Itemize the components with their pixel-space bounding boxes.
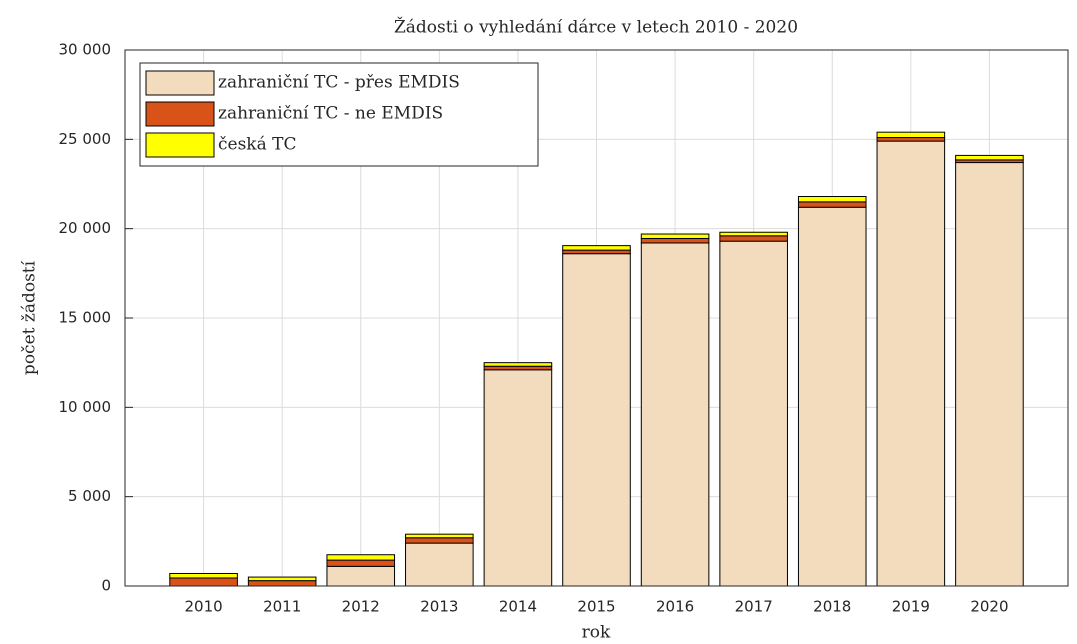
bar-segment — [640, 237, 710, 244]
bar-segment — [640, 233, 710, 239]
x-tick-label: 2015 — [577, 598, 615, 616]
bar-segment — [326, 565, 396, 587]
bar-segment — [326, 559, 396, 567]
bar-segment — [562, 249, 631, 255]
bar-segment — [562, 253, 631, 587]
legend-label: zahraniční TC - přes EMDIS — [218, 73, 460, 93]
bar-segment — [719, 240, 788, 587]
bar-segment — [640, 242, 710, 587]
bar-segment — [483, 362, 553, 367]
y-tick-label: 20 000 — [59, 219, 112, 237]
x-tick-label: 2017 — [735, 598, 773, 616]
bar-segment — [719, 231, 788, 237]
bar-segment — [483, 365, 553, 371]
bar-segment — [169, 577, 238, 587]
bar-segment — [876, 140, 946, 587]
bar-segment — [405, 533, 474, 539]
x-tick-label: 2016 — [656, 598, 694, 616]
bar-segment — [955, 154, 1024, 161]
x-tick-label: 2020 — [970, 598, 1008, 616]
y-tick-label: 15 000 — [59, 309, 112, 327]
x-tick-label: 2013 — [420, 598, 458, 616]
x-tick-label: 2019 — [892, 598, 930, 616]
legend-label: česká TC — [218, 135, 297, 155]
x-tick-label: 2010 — [184, 598, 222, 616]
bar-segment — [562, 245, 631, 251]
bar-segment — [955, 162, 1024, 587]
x-tick-label: 2018 — [813, 598, 851, 616]
y-axis-label: počet žádostí — [20, 260, 40, 375]
bar-segment — [719, 235, 788, 242]
legend-swatch — [145, 101, 215, 127]
y-tick-label: 5 000 — [68, 487, 111, 505]
bar-segment — [405, 542, 474, 587]
bar-segment — [405, 537, 474, 544]
y-tick-label: 0 — [101, 577, 111, 595]
bar-segment — [876, 137, 946, 142]
bar-segment — [797, 201, 867, 208]
bar-segment — [326, 554, 396, 561]
y-tick-label: 25 000 — [59, 130, 112, 148]
x-tick-label: 2011 — [263, 598, 301, 616]
x-tick-label: 2014 — [499, 598, 537, 616]
x-axis-label: rok — [582, 623, 611, 643]
legend-swatch — [145, 70, 215, 96]
bar-segment — [247, 576, 317, 582]
y-tick-label: 30 000 — [59, 41, 112, 59]
x-tick-label: 2012 — [342, 598, 380, 616]
legend-label: zahraniční TC - ne EMDIS — [218, 104, 443, 124]
legend-swatch — [145, 132, 215, 158]
bar-segment — [797, 206, 867, 587]
chart-title: Žádosti o vyhledání dárce v letech 2010 … — [394, 17, 798, 38]
y-tick-label: 10 000 — [59, 398, 112, 416]
bar-segment — [797, 196, 867, 203]
bar-segment — [247, 580, 317, 587]
bar-segment — [169, 572, 238, 579]
bar-segment — [876, 131, 946, 139]
bar-segment — [483, 369, 553, 587]
